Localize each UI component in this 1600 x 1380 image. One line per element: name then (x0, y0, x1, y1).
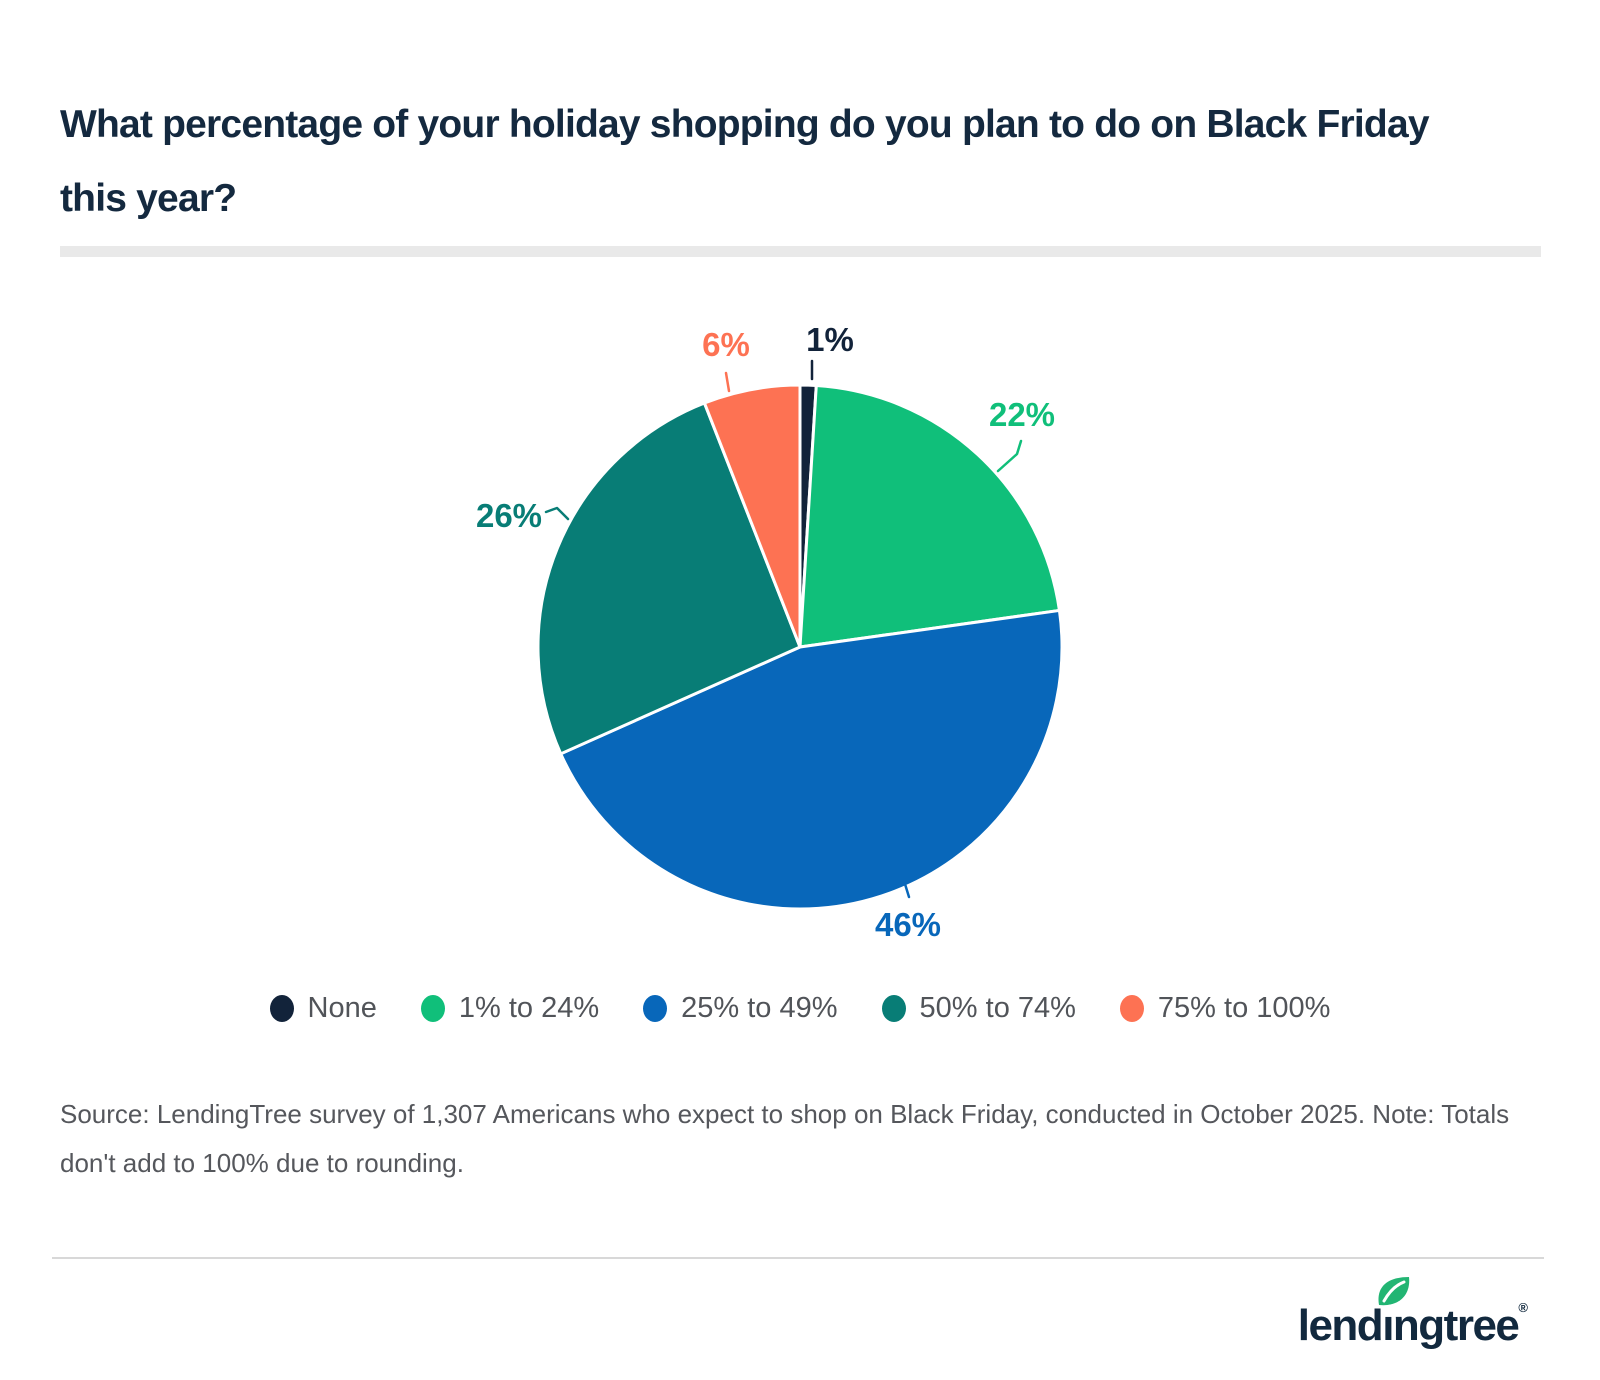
legend-swatch-icon (1119, 994, 1144, 1022)
slice-leader-line-3 (544, 506, 570, 521)
legend-label: None (307, 991, 377, 1024)
legend-item-25-to-49: 25% to 49% (643, 991, 838, 1025)
logo-text: ngtree (1392, 1301, 1520, 1350)
slice-value-label-4: 6% (702, 326, 750, 363)
title-divider (60, 246, 1541, 257)
logo-text: lend (1297, 1301, 1384, 1350)
lendingtree-logo: lendı ngtree® (1297, 1277, 1528, 1351)
legend-item-1-to-24: 1% to 24% (420, 991, 600, 1025)
pie-slice-1-to-24 (798, 384, 1061, 649)
bottom-divider (52, 1257, 1544, 1259)
pie-slice-25-to-49 (559, 608, 1064, 911)
legend-swatch-icon (881, 994, 906, 1022)
leaf-icon (1378, 1277, 1410, 1306)
legend-label: 75% to 100% (1157, 991, 1331, 1024)
legend-item-75-to-100: 75% to 100% (1119, 991, 1331, 1025)
pie-slice-75-to-100 (702, 383, 802, 649)
slice-value-label-2: 46% (875, 906, 941, 943)
slice-leader-line-2 (903, 882, 911, 899)
legend-item-50-to-74: 50% to 74% (881, 991, 1076, 1025)
slice-value-label-0: 1% (806, 321, 854, 358)
legend-label: 1% to 24% (458, 991, 600, 1024)
legend-swatch-icon (643, 994, 668, 1022)
chart-legend: None 1% to 24% 25% to 49% 50% to 74% 75% to … (0, 986, 1600, 1030)
registered-mark: ® (1518, 1300, 1528, 1315)
logo-letter-i: ı (1378, 1277, 1410, 1351)
slice-leader-line-4 (724, 371, 731, 393)
legend-label: 50% to 74% (919, 991, 1076, 1024)
legend-label: 25% to 49% (681, 991, 838, 1024)
legend-swatch-icon (420, 994, 445, 1022)
slice-value-label-3: 26% (476, 497, 542, 534)
page-title: What percentage of your holiday shopping… (60, 103, 1430, 220)
slice-value-label-1: 22% (989, 396, 1055, 433)
legend-item-none: None (269, 991, 377, 1025)
slice-leader-line-1 (996, 439, 1023, 473)
source-note: Source: LendingTree survey of 1,307 Amer… (60, 1099, 1510, 1178)
pie-slice-50-to-74 (536, 401, 802, 756)
legend-swatch-icon (269, 994, 294, 1022)
